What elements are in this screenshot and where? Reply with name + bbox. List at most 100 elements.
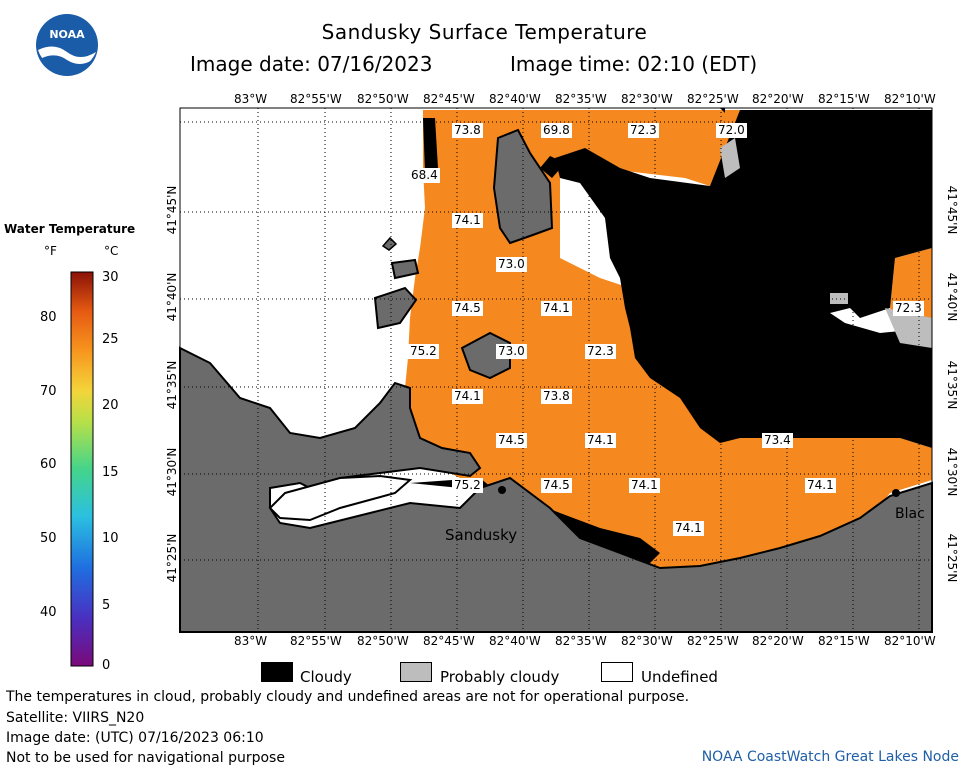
temp-label: 73.0 bbox=[496, 257, 527, 272]
lon-label: 82°35'W bbox=[555, 92, 607, 106]
temp-label: 74.1 bbox=[585, 433, 616, 448]
city-marker bbox=[498, 486, 506, 494]
cloud-patch bbox=[720, 108, 725, 113]
temp-label: 72.3 bbox=[628, 123, 659, 138]
lon-label-bottom: 82°35'W bbox=[555, 634, 607, 648]
utc-date: Image date: (UTC) 07/16/2023 06:10 bbox=[6, 730, 264, 746]
cloud-patch bbox=[423, 118, 438, 173]
lon-label: 82°25'W bbox=[687, 92, 739, 106]
f-tick: 50 bbox=[40, 531, 57, 546]
lon-label-bottom: 82°10'W bbox=[884, 634, 936, 648]
temp-label: 72.3 bbox=[893, 301, 924, 316]
f-tick: 70 bbox=[40, 384, 57, 399]
undefined-label: Undefined bbox=[641, 668, 718, 686]
temp-label: 74.5 bbox=[452, 301, 483, 316]
lon-label-bottom: 82°45'W bbox=[423, 634, 475, 648]
satellite-info: Satellite: VIIRS_N20 bbox=[6, 710, 145, 726]
map-border bbox=[179, 107, 933, 633]
temp-label: 74.1 bbox=[452, 213, 483, 228]
temp-label: 75.2 bbox=[452, 478, 483, 493]
noaa-logo: NOAA bbox=[36, 14, 98, 76]
lat-label: 41°35'N bbox=[165, 361, 179, 410]
lat-label: 41°45'N bbox=[945, 186, 958, 235]
cloudy-label: Cloudy bbox=[300, 668, 352, 686]
f-tick: 40 bbox=[40, 605, 57, 620]
lat-label: 41°25'N bbox=[165, 534, 179, 583]
sandusky-bay bbox=[268, 474, 413, 522]
graticule bbox=[180, 108, 932, 632]
lon-label: 83°W bbox=[234, 92, 268, 106]
temp-label: 74.1 bbox=[629, 478, 660, 493]
lon-label: 82°20'W bbox=[752, 92, 804, 106]
c-tick: 0 bbox=[102, 658, 111, 673]
c-tick: 15 bbox=[102, 465, 119, 480]
lat-label: 41°30'N bbox=[945, 448, 958, 497]
f-tick: 80 bbox=[40, 310, 57, 325]
lon-label-bottom: 82°25'W bbox=[687, 634, 739, 648]
cloudy-swatch bbox=[261, 662, 293, 682]
island-peninsula bbox=[492, 128, 554, 245]
island-small bbox=[381, 236, 398, 251]
c-tick: 25 bbox=[102, 332, 119, 347]
temp-label: 74.1 bbox=[452, 389, 483, 404]
temp-label: 69.8 bbox=[541, 123, 572, 138]
cloudy-area bbox=[555, 110, 932, 448]
temp-label: 74.5 bbox=[496, 433, 527, 448]
lon-label-bottom: 82°20'W bbox=[752, 634, 804, 648]
temp-label: 73.4 bbox=[762, 433, 793, 448]
c-tick: 20 bbox=[102, 398, 119, 413]
place-label-sandusky: Sandusky bbox=[445, 526, 518, 544]
lon-label: 82°55'W bbox=[290, 92, 342, 106]
lon-label: 82°45'W bbox=[423, 92, 475, 106]
place-label-blac: Blac bbox=[895, 506, 925, 522]
lon-label: 82°10'W bbox=[884, 92, 936, 106]
probably-cloudy-swatch bbox=[400, 662, 432, 682]
lat-axis-right: 41°45'N 41°40'N 41°35'N 41°30'N 41°25'N bbox=[945, 186, 958, 583]
lon-label-bottom: 83°W bbox=[234, 634, 268, 648]
temp-label: 73.0 bbox=[496, 344, 527, 359]
lat-label: 41°25'N bbox=[945, 534, 958, 583]
temp-label: 72.0 bbox=[716, 123, 747, 138]
c-tick: 5 bbox=[102, 598, 111, 613]
legend-title: Water Temperature bbox=[4, 222, 136, 236]
lat-label: 41°35'N bbox=[945, 361, 958, 410]
temp-label: 73.8 bbox=[541, 389, 572, 404]
cloud-patch bbox=[540, 156, 565, 178]
island-small bbox=[390, 258, 420, 280]
island-bass bbox=[373, 286, 418, 330]
probably-cloudy-label: Probably cloudy bbox=[440, 668, 560, 686]
lon-label-bottom: 82°30'W bbox=[621, 634, 673, 648]
temp-label: 73.8 bbox=[452, 123, 483, 138]
lat-label: 41°40'N bbox=[945, 273, 958, 322]
temp-label: 72.3 bbox=[585, 344, 616, 359]
image-time: Image time: 02:10 (EDT) bbox=[510, 52, 758, 76]
lat-label: 41°45'N bbox=[165, 186, 179, 235]
probably-cloudy-area bbox=[885, 308, 932, 348]
undefined-swatch bbox=[601, 662, 633, 682]
lon-label-bottom: 82°40'W bbox=[489, 634, 541, 648]
temperature-colorbar bbox=[70, 271, 94, 667]
temp-label: 74.1 bbox=[805, 478, 836, 493]
lon-label-bottom: 82°55'W bbox=[290, 634, 342, 648]
unit-fahrenheit: °F bbox=[44, 244, 57, 258]
f-tick: 60 bbox=[40, 457, 57, 472]
lon-label: 82°15'W bbox=[818, 92, 870, 106]
lon-label-bottom: 82°50'W bbox=[357, 634, 409, 648]
lat-axis-left: 41°45'N 41°40'N 41°35'N 41°30'N 41°25'N bbox=[165, 186, 179, 583]
lon-label: 82°50'W bbox=[357, 92, 409, 106]
disclaimer: The temperatures in cloud, probably clou… bbox=[6, 689, 690, 705]
logo-text: NOAA bbox=[49, 28, 85, 41]
temp-label: 74.5 bbox=[541, 478, 572, 493]
probably-cloudy-area bbox=[720, 138, 740, 178]
map-title: Sandusky Surface Temperature bbox=[321, 20, 648, 44]
image-date: Image date: 07/16/2023 bbox=[190, 52, 433, 76]
lat-label: 41°30'N bbox=[165, 448, 179, 497]
lat-label: 41°40'N bbox=[165, 273, 179, 322]
temp-label: 74.1 bbox=[673, 521, 704, 536]
unit-celsius: °C bbox=[104, 244, 119, 258]
probably-cloudy-area bbox=[830, 293, 848, 304]
c-tick: 10 bbox=[102, 531, 119, 546]
c-tick: 30 bbox=[102, 270, 119, 285]
temp-label: 68.4 bbox=[409, 168, 440, 183]
